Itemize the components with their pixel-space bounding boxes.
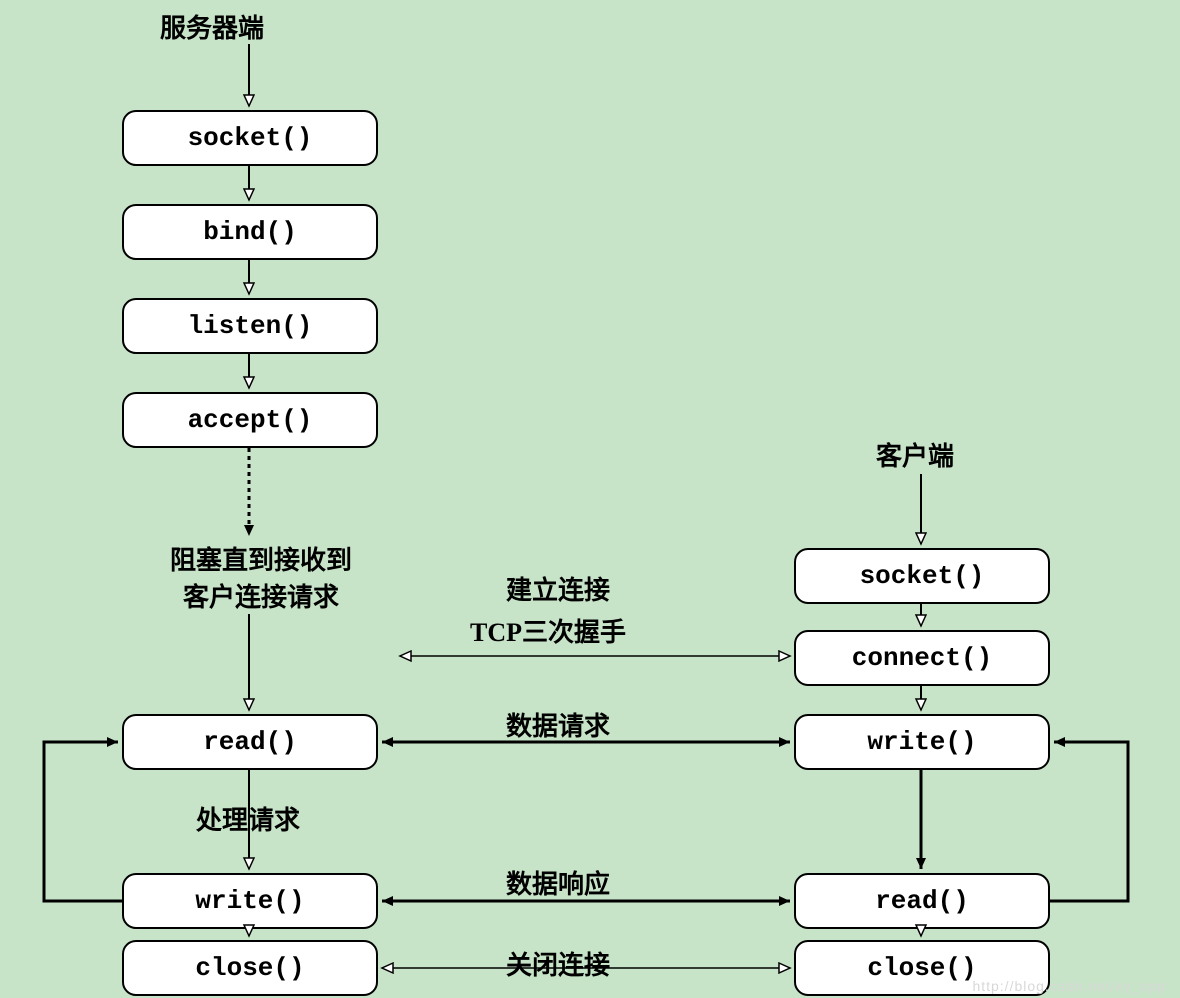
label-handshake: TCP三次握手	[470, 612, 626, 649]
node-server-listen: listen()	[122, 298, 378, 354]
label-data-request: 数据请求	[506, 706, 610, 743]
node-label: write()	[195, 886, 304, 916]
node-server-write: write()	[122, 873, 378, 929]
node-server-accept: accept()	[122, 392, 378, 448]
node-server-socket: socket()	[122, 110, 378, 166]
node-client-socket: socket()	[794, 548, 1050, 604]
server-title: 服务器端	[160, 8, 264, 45]
node-server-read: read()	[122, 714, 378, 770]
node-label: read()	[203, 727, 297, 757]
node-server-bind: bind()	[122, 204, 378, 260]
node-label: socket()	[188, 123, 313, 153]
node-label: accept()	[188, 405, 313, 435]
label-establish: 建立连接	[506, 570, 610, 607]
label-data-response: 数据响应	[506, 864, 610, 901]
label-close-conn: 关闭连接	[506, 945, 610, 982]
label-process-request: 处理请求	[196, 800, 300, 837]
watermark: http://blog.csdn.net/xy_cpp	[972, 978, 1166, 994]
node-label: socket()	[860, 561, 985, 591]
node-client-write: write()	[794, 714, 1050, 770]
node-label: close()	[867, 953, 976, 983]
node-label: close()	[195, 953, 304, 983]
node-label: write()	[867, 727, 976, 757]
node-client-read: read()	[794, 873, 1050, 929]
node-label: listen()	[188, 311, 313, 341]
node-label: bind()	[203, 217, 297, 247]
node-server-close: close()	[122, 940, 378, 996]
label-block-until: 阻塞直到接收到 客户连接请求	[126, 540, 396, 614]
node-label: connect()	[852, 643, 992, 673]
node-client-connect: connect()	[794, 630, 1050, 686]
client-title: 客户端	[876, 436, 954, 473]
node-label: read()	[875, 886, 969, 916]
